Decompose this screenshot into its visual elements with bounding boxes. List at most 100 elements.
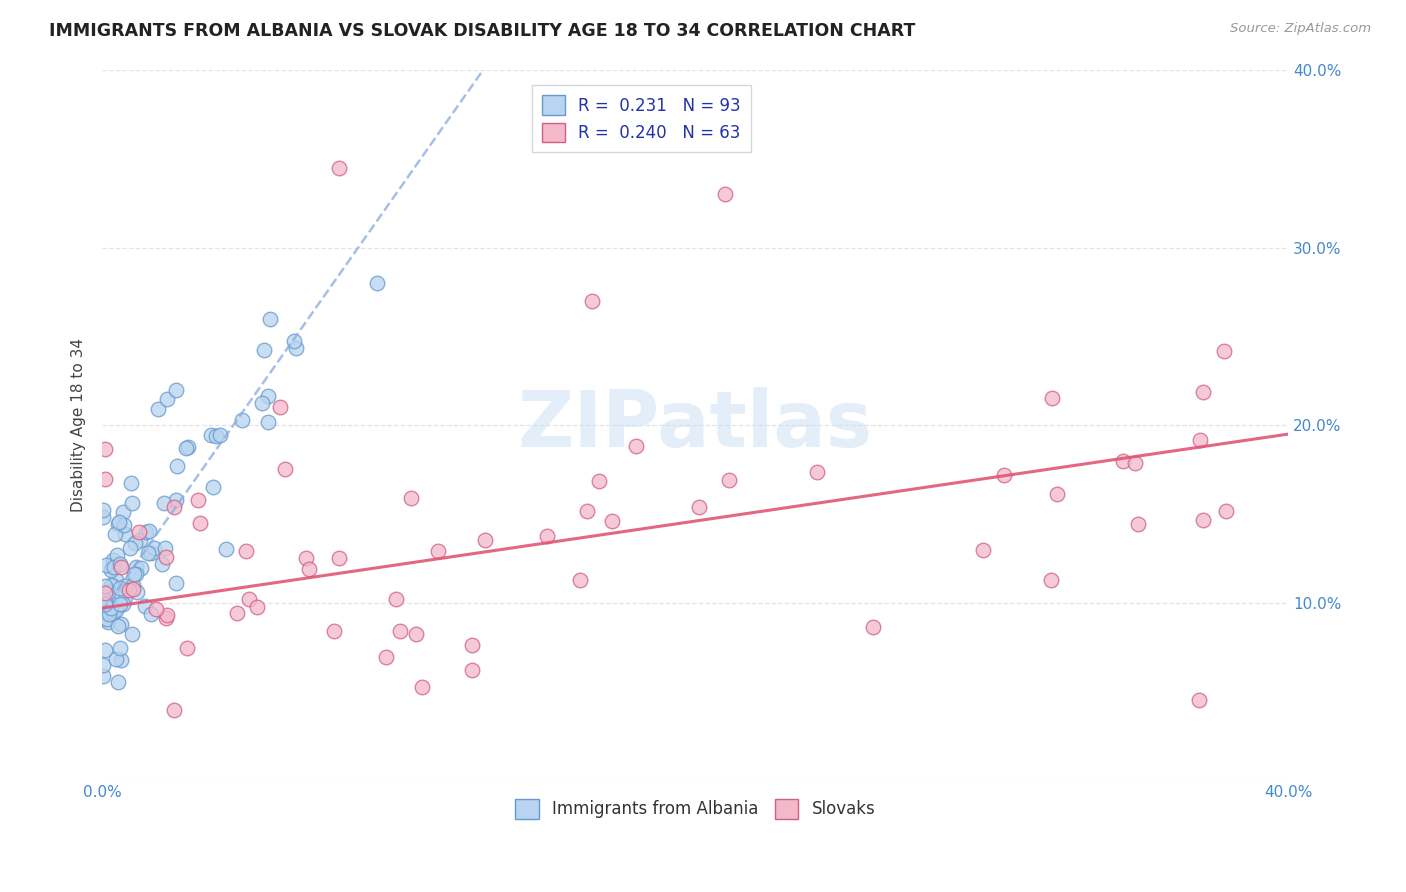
Point: [100, 578, 122, 592]
Point: [100, 563, 122, 577]
Point: [118, 583, 141, 598]
Point: [125, 566, 148, 581]
Point: [165, 383, 187, 397]
Point: [91, 503, 114, 517]
Point: [93, 643, 115, 657]
Point: [1215, 504, 1237, 518]
Point: [104, 652, 127, 666]
Point: [1126, 516, 1149, 531]
Point: [624, 439, 647, 453]
Point: [138, 524, 160, 538]
Point: [568, 574, 591, 588]
Point: [110, 560, 132, 574]
Point: [107, 675, 129, 690]
Point: [1111, 453, 1133, 467]
Point: [1123, 456, 1146, 470]
Point: [142, 541, 165, 556]
Point: [94, 472, 117, 486]
Point: [200, 428, 222, 442]
Point: [259, 312, 281, 326]
Point: [155, 611, 177, 625]
Point: [163, 500, 186, 514]
Point: [246, 599, 269, 614]
Point: [474, 533, 496, 547]
Point: [98, 593, 121, 607]
Point: [93, 510, 115, 524]
Point: [972, 543, 994, 558]
Point: [257, 389, 280, 403]
Point: [135, 525, 157, 540]
Point: [411, 680, 433, 694]
Point: [1040, 574, 1063, 588]
Point: [294, 551, 316, 566]
Point: [100, 601, 122, 615]
Point: [136, 546, 159, 560]
Point: [718, 473, 741, 487]
Point: [156, 392, 179, 406]
Point: [208, 427, 231, 442]
Point: [385, 592, 408, 607]
Point: [176, 640, 198, 655]
Point: [121, 582, 143, 597]
Point: [153, 496, 176, 510]
Point: [375, 649, 398, 664]
Point: [112, 505, 135, 519]
Point: [103, 560, 125, 574]
Point: [993, 468, 1015, 483]
Point: [127, 584, 149, 599]
Point: [114, 578, 136, 592]
Point: [166, 459, 188, 474]
Point: [284, 342, 307, 356]
Point: [205, 429, 228, 443]
Point: [156, 607, 179, 622]
Point: [101, 579, 124, 593]
Point: [107, 619, 129, 633]
Point: [128, 533, 150, 547]
Point: [1189, 433, 1212, 447]
Point: [269, 400, 291, 414]
Point: [97, 585, 120, 599]
Point: [145, 602, 167, 616]
Point: [235, 543, 257, 558]
Point: [1212, 343, 1234, 358]
Point: [108, 581, 131, 595]
Point: [388, 624, 411, 639]
Point: [91, 669, 114, 683]
Point: [461, 663, 484, 677]
Point: [94, 597, 117, 611]
Legend: Immigrants from Albania, Slovaks: Immigrants from Albania, Slovaks: [509, 793, 882, 825]
Point: [100, 559, 122, 574]
Point: [112, 518, 135, 533]
Point: [104, 603, 127, 617]
Point: [122, 566, 145, 581]
Point: [94, 606, 117, 620]
Point: [108, 640, 131, 655]
Point: [1192, 513, 1215, 527]
Point: [714, 187, 737, 202]
Point: [93, 589, 115, 603]
Point: [96, 558, 118, 573]
Point: [105, 549, 128, 563]
Point: [806, 465, 828, 479]
Point: [215, 542, 238, 557]
Point: [121, 627, 143, 641]
Point: [231, 412, 253, 426]
Point: [1192, 385, 1215, 400]
Point: [108, 557, 131, 571]
Point: [399, 491, 422, 506]
Point: [177, 440, 200, 454]
Point: [118, 541, 141, 556]
Point: [94, 442, 117, 457]
Point: [150, 557, 173, 571]
Point: [91, 658, 114, 673]
Point: [274, 462, 297, 476]
Point: [97, 615, 120, 630]
Point: [110, 617, 132, 632]
Text: ZIPatlas: ZIPatlas: [517, 387, 873, 463]
Point: [121, 496, 143, 510]
Point: [124, 535, 146, 549]
Point: [202, 479, 225, 493]
Point: [139, 546, 162, 560]
Y-axis label: Disability Age 18 to 34: Disability Age 18 to 34: [72, 338, 86, 512]
Point: [93, 592, 115, 607]
